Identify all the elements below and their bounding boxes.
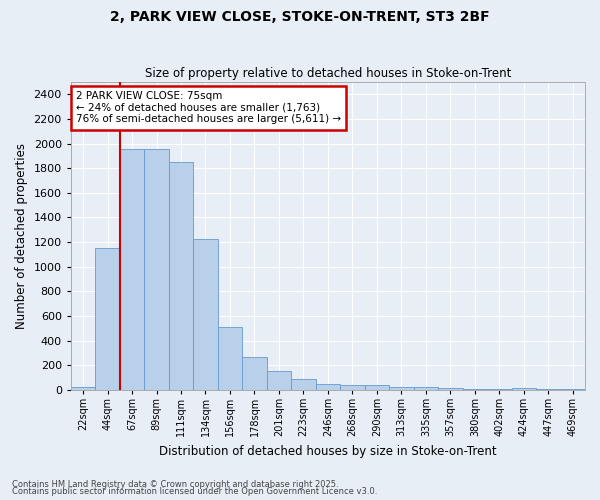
Bar <box>169 162 193 390</box>
Text: 2 PARK VIEW CLOSE: 75sqm
← 24% of detached houses are smaller (1,763)
76% of sem: 2 PARK VIEW CLOSE: 75sqm ← 24% of detach… <box>76 92 341 124</box>
Y-axis label: Number of detached properties: Number of detached properties <box>15 143 28 329</box>
Bar <box>95 248 120 390</box>
X-axis label: Distribution of detached houses by size in Stoke-on-Trent: Distribution of detached houses by size … <box>159 444 497 458</box>
Text: Contains HM Land Registry data © Crown copyright and database right 2025.: Contains HM Land Registry data © Crown c… <box>12 480 338 489</box>
Bar <box>340 384 365 390</box>
Bar <box>144 148 169 390</box>
Bar <box>291 379 316 390</box>
Bar <box>365 384 389 390</box>
Bar <box>413 387 438 390</box>
Bar <box>389 387 413 390</box>
Bar <box>438 388 463 390</box>
Bar <box>267 371 291 390</box>
Bar <box>71 387 95 390</box>
Bar <box>218 327 242 390</box>
Bar <box>487 389 512 390</box>
Bar <box>242 356 267 390</box>
Text: 2, PARK VIEW CLOSE, STOKE-ON-TRENT, ST3 2BF: 2, PARK VIEW CLOSE, STOKE-ON-TRENT, ST3 … <box>110 10 490 24</box>
Bar <box>512 388 536 390</box>
Bar <box>120 148 144 390</box>
Bar <box>316 384 340 390</box>
Bar <box>560 389 585 390</box>
Bar <box>536 389 560 390</box>
Text: Contains public sector information licensed under the Open Government Licence v3: Contains public sector information licen… <box>12 487 377 496</box>
Bar <box>193 239 218 390</box>
Title: Size of property relative to detached houses in Stoke-on-Trent: Size of property relative to detached ho… <box>145 66 511 80</box>
Bar <box>463 389 487 390</box>
